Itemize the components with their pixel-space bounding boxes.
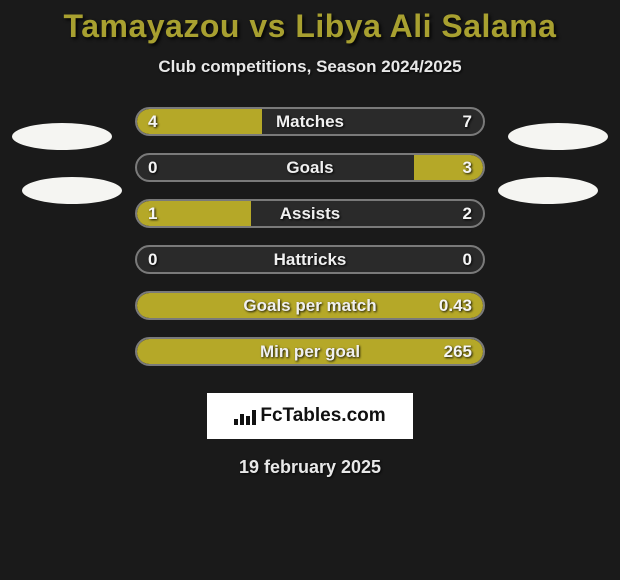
logo: FcTables.com	[234, 405, 385, 427]
stat-bar-fill-left	[137, 201, 251, 226]
page-title: Tamayazou vs Libya Ali Salama	[0, 8, 620, 45]
stat-bar-fill-left	[137, 109, 262, 134]
stat-bar-track	[135, 337, 485, 366]
stat-row: Goals per match0.43	[0, 291, 620, 337]
stat-bar-fill-left	[137, 339, 483, 364]
stat-row: Matches47	[0, 107, 620, 153]
stat-bar-fill-right	[414, 155, 483, 180]
stat-row: Assists12	[0, 199, 620, 245]
logo-text: FcTables.com	[260, 405, 385, 427]
stat-row: Goals03	[0, 153, 620, 199]
stat-bar-track	[135, 291, 485, 320]
bars-icon	[234, 407, 256, 425]
stat-bar-fill-left	[137, 293, 483, 318]
stat-bar-track	[135, 199, 485, 228]
stat-bar-track	[135, 107, 485, 136]
stat-bar-track	[135, 245, 485, 274]
stat-bar-track	[135, 153, 485, 182]
stat-row: Hattricks00	[0, 245, 620, 291]
date-text: 19 february 2025	[0, 457, 620, 478]
logo-box: FcTables.com	[207, 393, 413, 439]
stats-block: Matches47Goals03Assists12Hattricks00Goal…	[0, 107, 620, 383]
page-subtitle: Club competitions, Season 2024/2025	[0, 57, 620, 77]
stat-row: Min per goal265	[0, 337, 620, 383]
